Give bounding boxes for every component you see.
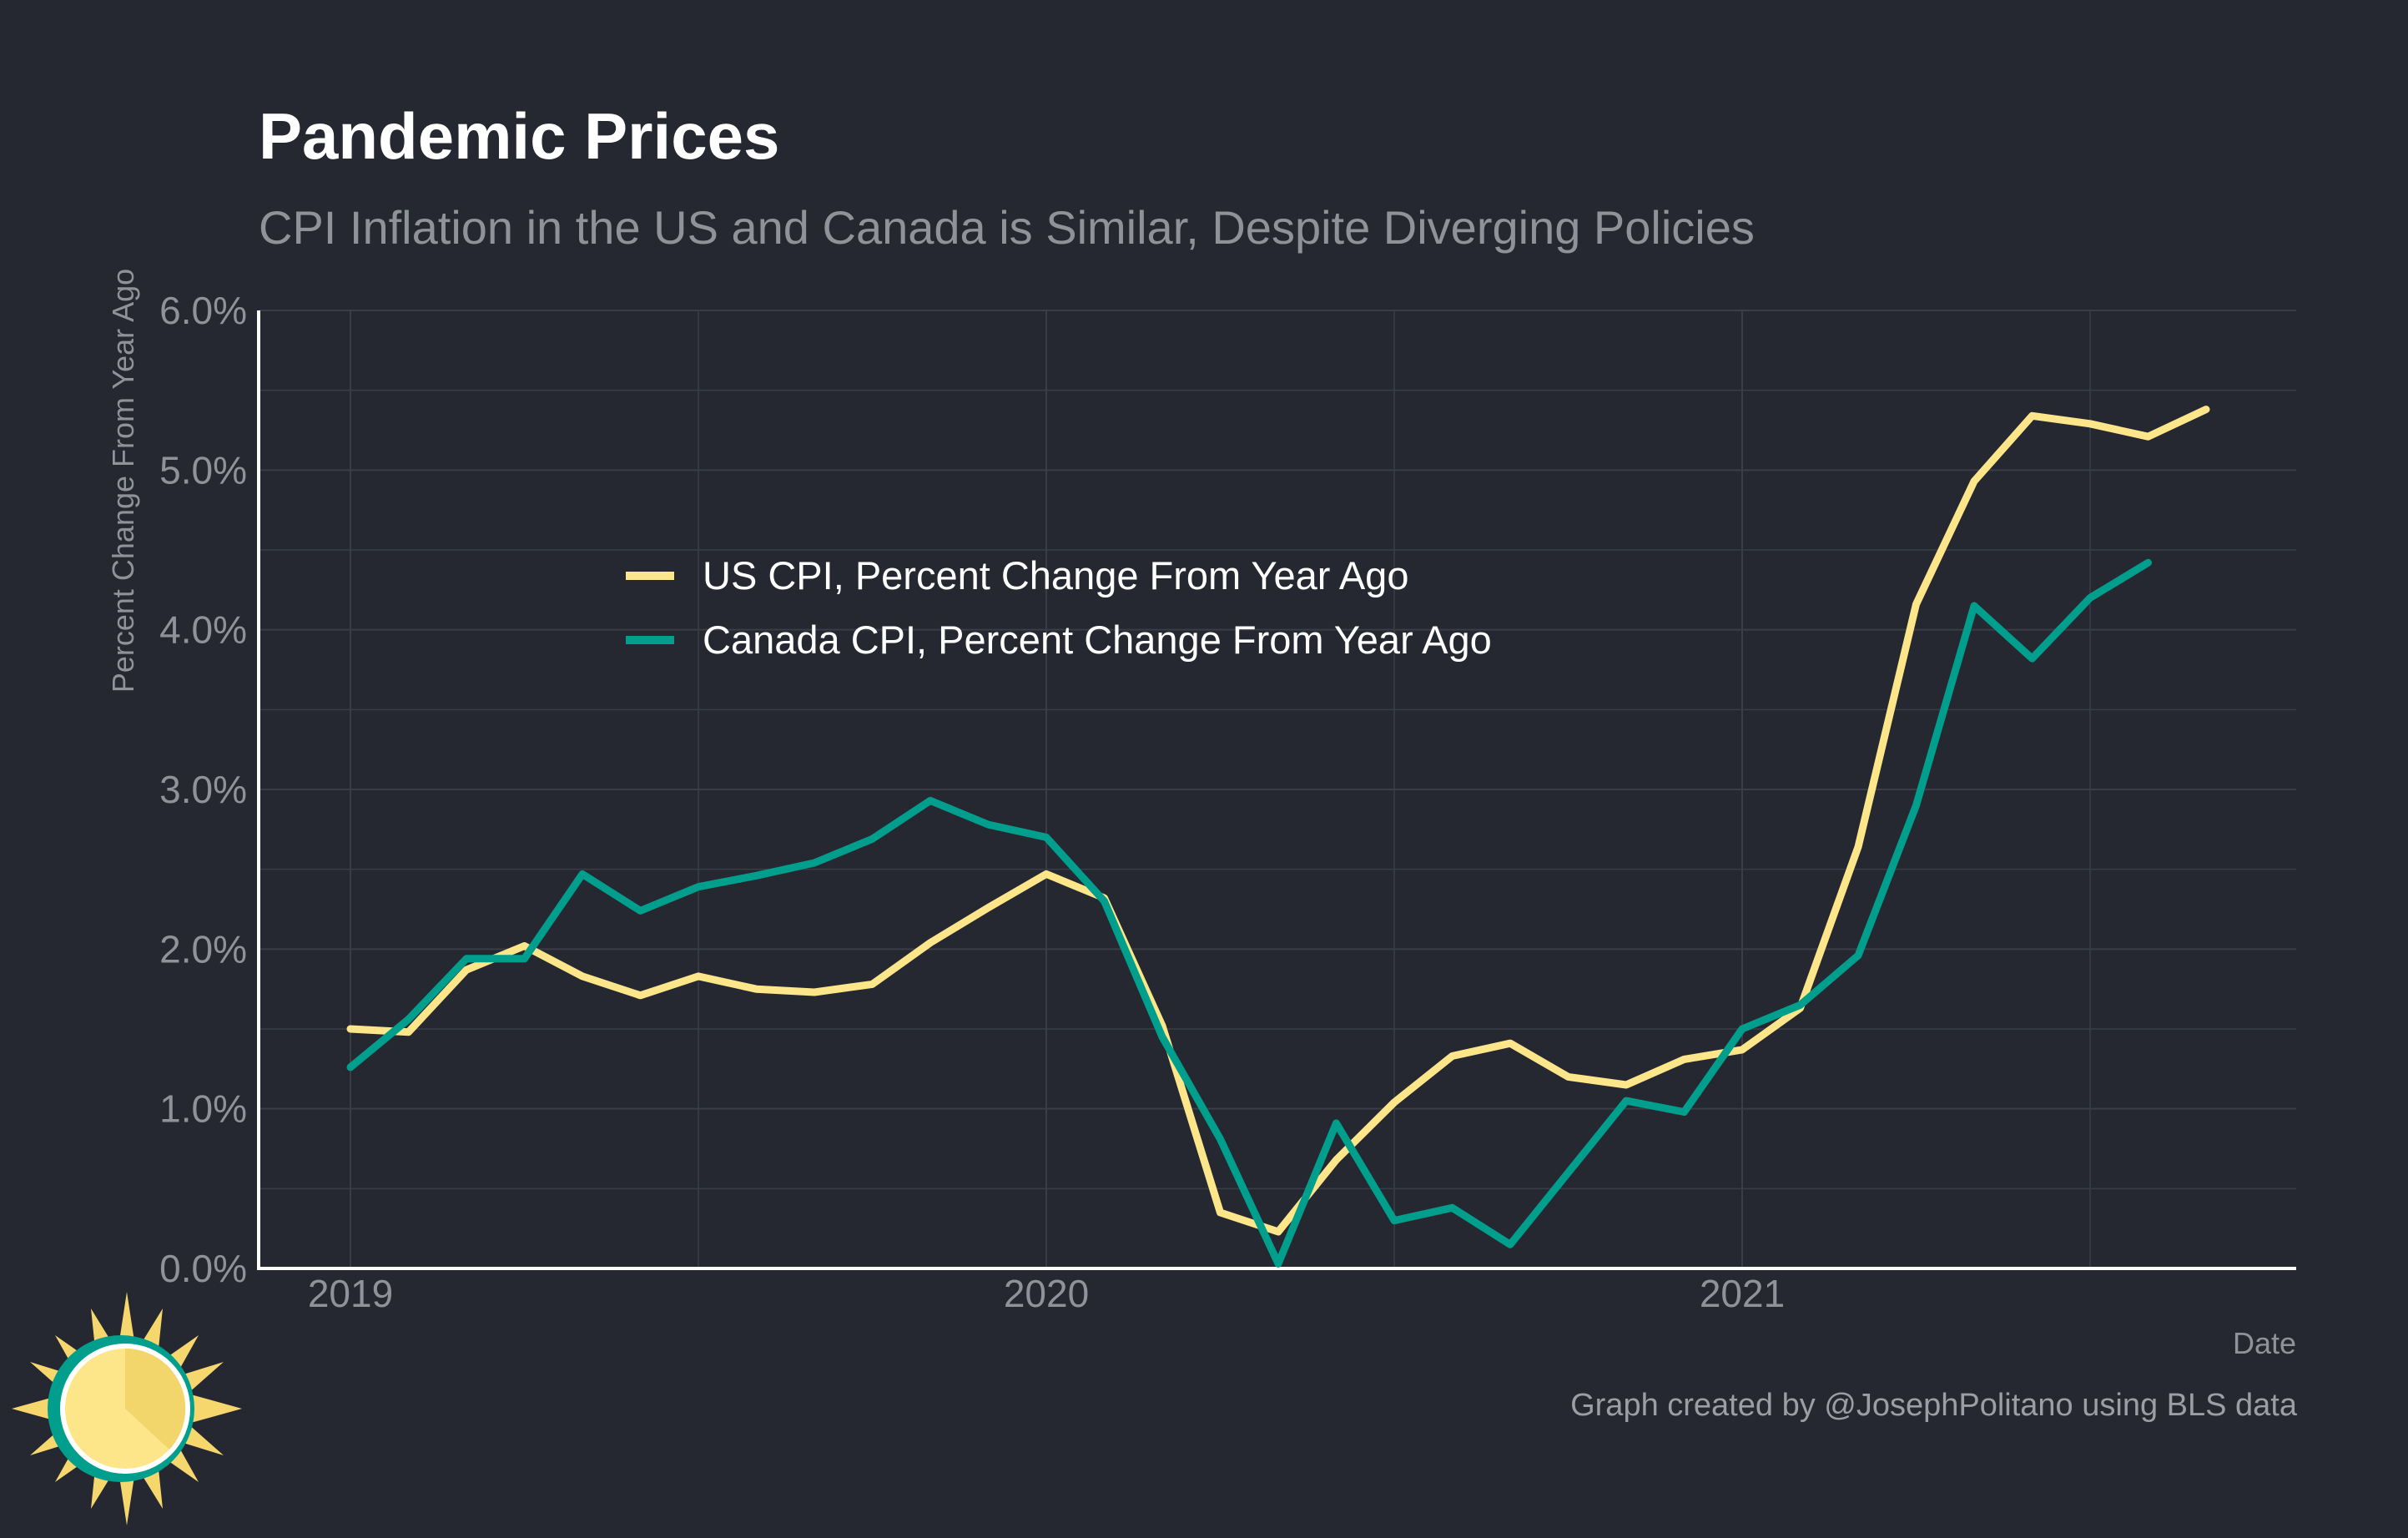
legend: US CPI, Percent Change From Year Ago Can… (626, 553, 1492, 662)
chart-subtitle: CPI Inflation in the US and Canada is Si… (259, 201, 1755, 254)
x-tick-label: 2019 (308, 1272, 393, 1315)
y-tick-label: 2.0% (159, 927, 247, 971)
x-tick-labels: 2019 2020 2021 (308, 1272, 1785, 1315)
x-tick-label: 2021 (1700, 1272, 1785, 1315)
x-tick-label: 2020 (1004, 1272, 1089, 1315)
us-cpi-line (346, 406, 2210, 1236)
y-axis-title: Percent Change From Year Ago (106, 269, 140, 693)
y-tick-label: 3.0% (159, 768, 247, 811)
credit-text: Graph created by @JosephPolitano using B… (1570, 1388, 2297, 1423)
y-tick-label: 5.0% (159, 448, 247, 492)
x-axis-title: Date (2233, 1326, 2296, 1360)
y-tick-label: 0.0% (159, 1247, 247, 1290)
canada-cpi-line (346, 558, 2152, 1268)
y-tick-label: 1.0% (159, 1087, 247, 1131)
grid (259, 310, 2296, 1269)
chart-title: Pandemic Prices (259, 99, 780, 173)
y-tick-label: 6.0% (159, 289, 247, 332)
legend-label-us: US CPI, Percent Change From Year Ago (703, 553, 1408, 598)
sun-icon (12, 1292, 242, 1525)
legend-label-canada: Canada CPI, Percent Change From Year Ago (703, 618, 1492, 662)
axes (257, 310, 2296, 1270)
y-tick-labels: 0.0% 1.0% 2.0% 3.0% 4.0% 5.0% 6.0% (159, 289, 247, 1290)
y-tick-label: 4.0% (159, 608, 247, 652)
series-lines (346, 406, 2210, 1268)
